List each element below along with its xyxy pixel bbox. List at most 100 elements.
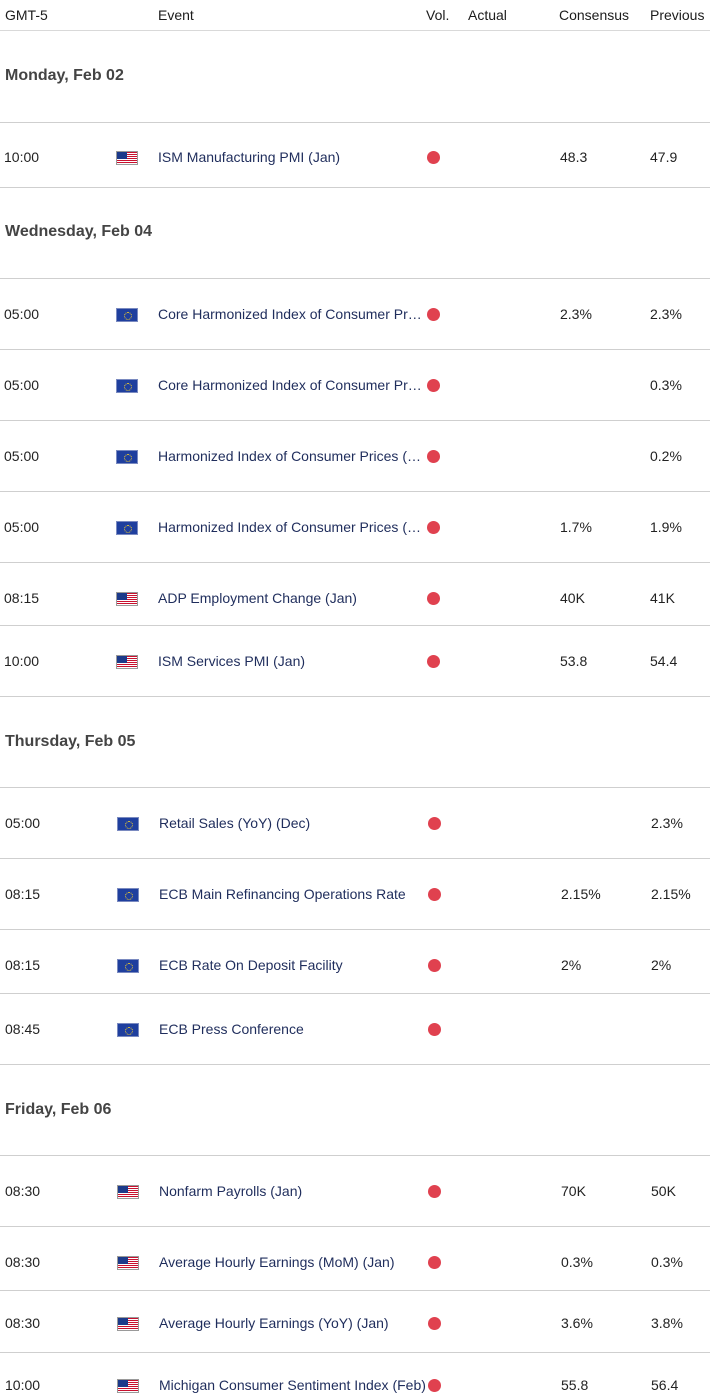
event-previous: 2% (651, 957, 672, 973)
event-row[interactable]: 05:00 Harmonized Index of Consumer Price… (0, 492, 710, 563)
event-name[interactable]: Harmonized Index of Consumer Prices (YoY… (158, 519, 424, 535)
day-header: Thursday, Feb 05 (0, 697, 710, 788)
event-previous: 2.15% (651, 886, 691, 902)
event-name[interactable]: ECB Press Conference (159, 1021, 304, 1037)
event-name[interactable]: Average Hourly Earnings (MoM) (Jan) (159, 1254, 395, 1270)
event-time: 05:00 (5, 815, 41, 831)
event-consensus: 40K (560, 590, 585, 606)
event-time: 05:00 (4, 377, 40, 393)
volatility-high-icon (427, 655, 440, 668)
event-row[interactable]: 08:45 ECB Press Conference (0, 994, 710, 1065)
event-previous: 2.3% (650, 306, 682, 322)
us-flag-icon (116, 151, 138, 165)
event-consensus: 1.7% (560, 519, 592, 535)
event-row[interactable]: 05:00 Harmonized Index of Consumer Price… (0, 421, 710, 492)
day-header: Monday, Feb 02 (0, 31, 710, 123)
day-label: Friday, Feb 06 (5, 1101, 112, 1118)
event-row[interactable]: 05:00 Core Harmonized Index of Consumer … (0, 350, 710, 421)
event-time: 05:00 (4, 519, 40, 535)
event-consensus: 2.3% (560, 306, 592, 322)
event-row[interactable]: 10:00 ISM Manufacturing PMI (Jan) 48.3 4… (0, 123, 710, 188)
us-flag-icon (117, 1185, 139, 1199)
event-consensus: 3.6% (561, 1315, 593, 1331)
volatility-high-icon (427, 308, 440, 321)
event-name[interactable]: Retail Sales (YoY) (Dec) (159, 815, 311, 831)
event-row[interactable]: 08:15 ADP Employment Change (Jan) 40K 41… (0, 563, 710, 626)
event-time: 05:00 (4, 448, 40, 464)
event-name[interactable]: Michigan Consumer Sentiment Index (Feb) (159, 1377, 426, 1393)
event-row[interactable]: 08:30 Nonfarm Payrolls (Jan) 70K 50K (0, 1156, 710, 1227)
event-consensus: 70K (561, 1183, 586, 1199)
eu-flag-icon (116, 521, 138, 535)
event-name[interactable]: Core Harmonized Index of Consumer Prices… (158, 306, 424, 322)
event-time: 10:00 (4, 653, 40, 669)
event-time: 10:00 (4, 149, 40, 165)
volatility-high-icon (428, 888, 441, 901)
us-flag-icon (117, 1317, 139, 1331)
event-time: 08:15 (5, 886, 41, 902)
event-name[interactable]: ECB Main Refinancing Operations Rate (159, 886, 406, 902)
day-label: Wednesday, Feb 04 (5, 223, 153, 240)
eu-flag-icon (117, 959, 139, 973)
event-consensus: 53.8 (560, 653, 588, 669)
us-flag-icon (116, 655, 138, 669)
us-flag-icon (117, 1379, 139, 1393)
event-name[interactable]: Core Harmonized Index of Consumer Prices… (158, 377, 424, 393)
volatility-high-icon (428, 1317, 441, 1330)
event-row[interactable]: 08:15 ECB Rate On Deposit Facility 2% 2% (0, 930, 710, 994)
event-row[interactable]: 08:15 ECB Main Refinancing Operations Ra… (0, 859, 710, 930)
day-label: Thursday, Feb 05 (5, 733, 136, 750)
event-row[interactable]: 05:00 Core Harmonized Index of Consumer … (0, 279, 710, 350)
header-consensus: Consensus (559, 7, 630, 23)
event-time: 10:00 (5, 1377, 41, 1393)
event-previous: 0.2% (650, 448, 682, 464)
event-name[interactable]: ECB Rate On Deposit Facility (159, 957, 343, 973)
volatility-high-icon (428, 1023, 441, 1036)
event-name[interactable]: Harmonized Index of Consumer Prices (MoM… (158, 448, 424, 464)
event-row[interactable]: 10:00 Michigan Consumer Sentiment Index … (0, 1353, 710, 1396)
event-previous: 0.3% (650, 377, 682, 393)
volatility-high-icon (427, 151, 440, 164)
volatility-high-icon (428, 959, 441, 972)
volatility-high-icon (428, 1185, 441, 1198)
event-previous: 41K (650, 590, 675, 606)
event-consensus: 55.8 (561, 1377, 589, 1393)
event-name[interactable]: ISM Services PMI (Jan) (158, 653, 306, 669)
header-actual: Actual (468, 7, 507, 23)
event-name[interactable]: ADP Employment Change (Jan) (158, 590, 357, 606)
eu-flag-icon (117, 817, 139, 831)
event-previous: 50K (651, 1183, 676, 1199)
event-previous: 2.3% (651, 815, 683, 831)
us-flag-icon (117, 1256, 139, 1270)
event-row[interactable]: 08:30 Average Hourly Earnings (YoY) (Jan… (0, 1291, 710, 1353)
volatility-high-icon (427, 450, 440, 463)
event-consensus: 2% (561, 957, 582, 973)
us-flag-icon (116, 592, 138, 606)
event-previous: 56.4 (651, 1377, 679, 1393)
eu-flag-icon (116, 379, 138, 393)
event-name[interactable]: Average Hourly Earnings (YoY) (Jan) (159, 1315, 389, 1331)
day-label: Monday, Feb 02 (5, 67, 124, 84)
event-consensus: 48.3 (560, 149, 588, 165)
event-previous: 0.3% (651, 1254, 683, 1270)
event-consensus: 2.15% (561, 886, 601, 902)
event-row[interactable]: 10:00 ISM Services PMI (Jan) 53.8 54.4 (0, 626, 710, 697)
event-consensus: 0.3% (561, 1254, 593, 1270)
event-time: 08:45 (5, 1021, 41, 1037)
event-previous: 1.9% (650, 519, 682, 535)
event-row[interactable]: 05:00 Retail Sales (YoY) (Dec) 2.3% (0, 788, 710, 859)
volatility-high-icon (428, 1379, 441, 1392)
eu-flag-icon (117, 1023, 139, 1037)
event-name[interactable]: ISM Manufacturing PMI (Jan) (158, 149, 341, 165)
eu-flag-icon (116, 450, 138, 464)
event-previous: 54.4 (650, 653, 678, 669)
event-time: 05:00 (4, 306, 40, 322)
event-name[interactable]: Nonfarm Payrolls (Jan) (159, 1183, 303, 1199)
event-time: 08:30 (5, 1254, 41, 1270)
event-row[interactable]: 08:30 Average Hourly Earnings (MoM) (Jan… (0, 1227, 710, 1291)
event-time: 08:15 (4, 590, 40, 606)
volatility-high-icon (427, 521, 440, 534)
volatility-high-icon (427, 592, 440, 605)
event-time: 08:30 (5, 1183, 41, 1199)
eu-flag-icon (116, 308, 138, 322)
